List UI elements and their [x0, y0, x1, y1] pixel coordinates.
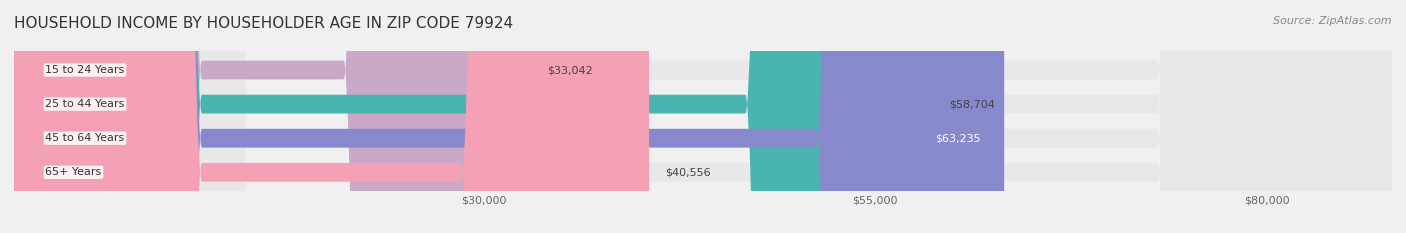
Text: 45 to 64 Years: 45 to 64 Years: [45, 133, 125, 143]
FancyBboxPatch shape: [14, 0, 1392, 233]
FancyBboxPatch shape: [14, 0, 531, 233]
FancyBboxPatch shape: [14, 0, 1392, 233]
Text: Source: ZipAtlas.com: Source: ZipAtlas.com: [1274, 16, 1392, 26]
Text: HOUSEHOLD INCOME BY HOUSEHOLDER AGE IN ZIP CODE 79924: HOUSEHOLD INCOME BY HOUSEHOLDER AGE IN Z…: [14, 16, 513, 31]
Text: $33,042: $33,042: [547, 65, 593, 75]
FancyBboxPatch shape: [14, 0, 1004, 233]
FancyBboxPatch shape: [14, 0, 934, 233]
Text: $63,235: $63,235: [935, 133, 981, 143]
FancyBboxPatch shape: [14, 0, 650, 233]
Text: 65+ Years: 65+ Years: [45, 167, 101, 177]
Text: 25 to 44 Years: 25 to 44 Years: [45, 99, 125, 109]
FancyBboxPatch shape: [14, 0, 1392, 233]
Text: $40,556: $40,556: [665, 167, 710, 177]
Text: $58,704: $58,704: [949, 99, 995, 109]
Text: 15 to 24 Years: 15 to 24 Years: [45, 65, 125, 75]
FancyBboxPatch shape: [14, 0, 1392, 233]
